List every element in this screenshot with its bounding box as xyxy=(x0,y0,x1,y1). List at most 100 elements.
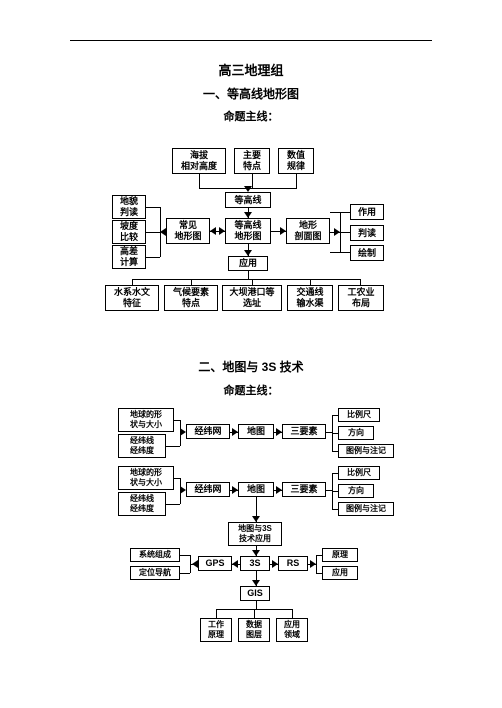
d2-r1-1: 经纬网 xyxy=(186,424,230,439)
conn xyxy=(252,279,253,285)
conn xyxy=(330,252,350,253)
d2-rb-3: 图例与注记 xyxy=(338,502,394,516)
arrow xyxy=(219,227,225,235)
d2-gis: GIS xyxy=(240,586,270,601)
d2-3s-3: RS xyxy=(278,556,308,571)
arrow xyxy=(192,560,198,568)
d1-right-2: 判读 xyxy=(350,225,384,241)
arrow xyxy=(232,428,238,436)
d2-bot-3: 应用领域 xyxy=(276,618,308,642)
d2-la-1: 地球的形状与大小 xyxy=(118,408,174,432)
conn xyxy=(166,504,180,505)
conn xyxy=(332,491,338,492)
d2-lc-2: 定位导航 xyxy=(130,566,180,580)
d1-mid-3: 等高线地形图 xyxy=(225,218,271,244)
conn xyxy=(180,555,190,556)
d1-bot-4: 交通线输水渠 xyxy=(287,285,333,311)
conn xyxy=(248,271,249,279)
arrow xyxy=(280,227,286,235)
d1-bot-5: 工农业布局 xyxy=(338,285,384,311)
arrow xyxy=(334,228,340,236)
d2-ra-1: 比例尺 xyxy=(338,408,380,422)
conn xyxy=(146,232,160,233)
arrow xyxy=(244,250,252,256)
arrow xyxy=(310,560,316,568)
d2-la-2: 经纬线经纬度 xyxy=(118,434,166,458)
conn xyxy=(332,415,338,416)
d2-3s-1: GPS xyxy=(198,556,232,571)
top-rule xyxy=(70,40,432,41)
arrow xyxy=(160,228,166,236)
conn xyxy=(132,279,360,280)
d2-r1-3: 三要素 xyxy=(282,424,326,439)
arrow xyxy=(252,550,260,556)
d2-r2-1: 经纬网 xyxy=(186,482,230,497)
conn xyxy=(252,174,253,188)
d1-mid-2: 等高线 xyxy=(225,192,271,208)
d2-3s-2: 3S xyxy=(240,556,270,571)
conn xyxy=(340,212,341,252)
arrow xyxy=(272,560,278,568)
conn xyxy=(310,279,311,285)
conn xyxy=(332,433,338,434)
d2-rc-1: 原理 xyxy=(322,548,358,562)
d2-r2-3: 三要素 xyxy=(282,482,326,497)
conn xyxy=(199,174,200,188)
d2-lb-2: 经纬线经纬度 xyxy=(118,492,166,516)
arrow xyxy=(252,580,260,586)
conn xyxy=(191,279,192,285)
subtitle-1: 命题主线： xyxy=(0,108,502,124)
page-title: 高三地理组 xyxy=(0,60,502,79)
arrow xyxy=(180,428,186,436)
d1-bot-1: 水系水文特征 xyxy=(105,285,159,311)
conn xyxy=(256,601,257,609)
d2-rc-2: 应用 xyxy=(322,566,358,580)
conn xyxy=(166,446,180,447)
arrow xyxy=(276,486,282,494)
arrow xyxy=(276,428,282,436)
d2-ra-3: 图例与注记 xyxy=(338,444,394,458)
d1-right-1: 作用 xyxy=(350,204,384,220)
conn xyxy=(332,509,338,510)
d1-top-1: 海拔相对高度 xyxy=(172,148,226,174)
d2-bot-2: 数据图层 xyxy=(238,618,270,642)
arrow xyxy=(244,186,252,192)
conn xyxy=(180,573,190,574)
arrow xyxy=(180,486,186,494)
d1-left-1: 地貌判读 xyxy=(112,195,146,219)
d1-left-3: 高差计算 xyxy=(112,245,146,269)
d1-mid-5: 应用 xyxy=(228,256,268,271)
arrow xyxy=(252,516,260,522)
d1-left-2: 坡度比较 xyxy=(112,220,146,244)
conn xyxy=(254,609,255,618)
d1-top-2: 主要特点 xyxy=(234,148,270,174)
conn xyxy=(332,451,338,452)
conn xyxy=(316,573,322,574)
section-2-title: 二、地图与 3S 技术 xyxy=(0,358,502,375)
conn xyxy=(146,207,160,208)
d2-lc-1: 系统组成 xyxy=(130,548,180,562)
d1-bot-2: 气候要素特点 xyxy=(164,285,218,311)
subtitle-2: 命题主线： xyxy=(0,382,502,398)
section-1-title: 一、等高线地形图 xyxy=(0,85,502,102)
arrow xyxy=(232,486,238,494)
d2-lb-1: 地球的形状与大小 xyxy=(118,466,174,490)
d2-r2-2: 地图 xyxy=(238,482,274,497)
page-container: 高三地理组 一、等高线地形图 命题主线： 海拔相对高度 主要特点 数值规律 等高… xyxy=(0,0,502,708)
arrow xyxy=(232,560,238,568)
d1-top-3: 数值规律 xyxy=(278,148,314,174)
conn xyxy=(360,279,361,285)
conn xyxy=(146,257,160,258)
conn xyxy=(316,555,322,556)
d1-mid-4: 地形剖面图 xyxy=(286,218,330,244)
d2-rb-1: 比例尺 xyxy=(338,466,380,480)
conn xyxy=(316,555,317,573)
conn xyxy=(296,174,297,188)
d2-ra-2: 方向 xyxy=(338,426,374,440)
d2-rb-2: 方向 xyxy=(338,484,374,498)
conn xyxy=(292,609,293,618)
d2-bot-1: 工作原理 xyxy=(200,618,232,642)
conn xyxy=(332,473,338,474)
d2-r1-2: 地图 xyxy=(238,424,274,439)
arrow xyxy=(244,212,252,218)
